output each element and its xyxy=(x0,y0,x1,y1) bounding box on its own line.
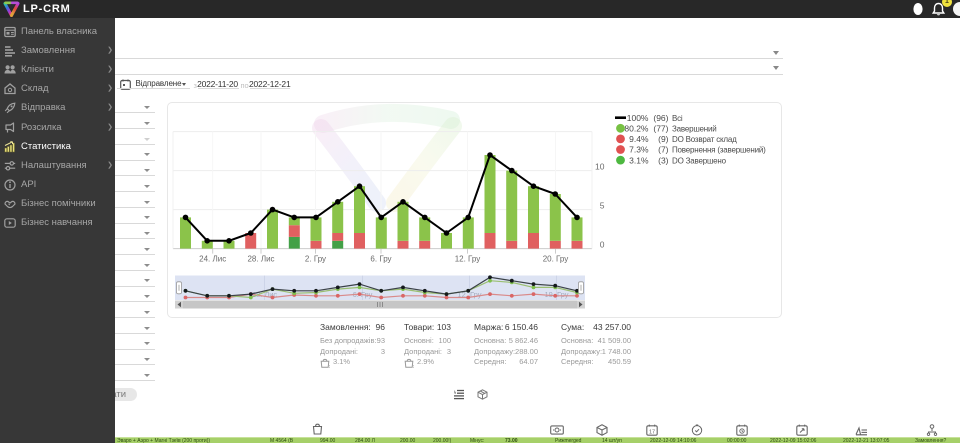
svg-text:Всі: Всі xyxy=(672,114,683,123)
svg-text:Повернення (завершений): Повернення (завершений) xyxy=(672,146,766,155)
svg-text:0: 0 xyxy=(600,240,605,250)
svg-text:x: x xyxy=(329,364,330,368)
svg-text:(3): (3) xyxy=(658,155,669,165)
svg-text:24. Лис: 24. Лис xyxy=(199,255,226,264)
svg-text:28. Лис: 28. Лис xyxy=(247,255,274,264)
svg-text:80.2%: 80.2% xyxy=(624,124,649,134)
svg-text:12. Гру: 12. Гру xyxy=(458,290,482,299)
svg-text:x: x xyxy=(413,364,414,368)
svg-text:19. Гру: 19. Гру xyxy=(545,290,569,299)
svg-text:17: 17 xyxy=(649,430,655,436)
svg-text:(7): (7) xyxy=(658,145,669,155)
svg-text:(96): (96) xyxy=(653,113,668,123)
svg-text:2. Гру: 2. Гру xyxy=(305,255,326,264)
svg-text:12. Гру: 12. Гру xyxy=(455,255,481,264)
svg-text:Завершений: Завершений xyxy=(672,125,717,134)
svg-text:3.1%: 3.1% xyxy=(629,155,649,165)
svg-text:6. Гру: 6. Гру xyxy=(370,255,391,264)
svg-text:DO Возврат склад: DO Возврат склад xyxy=(672,135,737,144)
svg-text:100%: 100% xyxy=(627,113,649,123)
svg-text:28. Лис: 28. Лис xyxy=(252,290,278,299)
svg-text:(9): (9) xyxy=(658,134,669,144)
svg-text:7.3%: 7.3% xyxy=(629,145,649,155)
svg-text:9.4%: 9.4% xyxy=(629,134,649,144)
svg-text:(77): (77) xyxy=(653,124,668,134)
svg-text:DO Завершено: DO Завершено xyxy=(672,156,727,165)
svg-text:5: 5 xyxy=(600,201,605,211)
svg-text:20. Гру: 20. Гру xyxy=(543,255,569,264)
svg-text:10: 10 xyxy=(595,162,605,172)
